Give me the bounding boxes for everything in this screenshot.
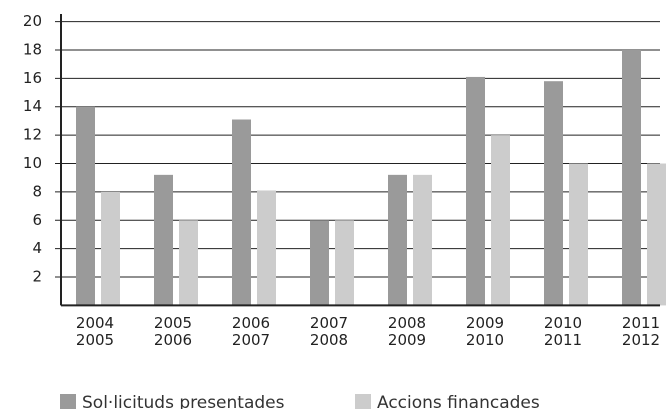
y-tick-label: 4 <box>32 239 42 257</box>
y-tick-label: 8 <box>32 182 42 200</box>
bar <box>154 174 173 306</box>
y-tick-label: 2 <box>32 268 42 286</box>
bar <box>647 163 666 306</box>
y-tick-label: 16 <box>23 69 42 87</box>
bar <box>310 220 329 306</box>
legend-swatch <box>60 394 76 409</box>
bar <box>335 220 354 306</box>
x-tick-label: 2009 2010 <box>466 314 504 349</box>
bar <box>466 76 485 306</box>
bar <box>179 220 198 306</box>
legend-text: Accions financades <box>377 393 540 409</box>
y-tick-label: 12 <box>23 126 42 144</box>
legend-swatch <box>355 394 371 409</box>
y-tick-label: 18 <box>23 40 42 58</box>
bar <box>491 135 510 306</box>
y-tick-label: 20 <box>23 12 42 30</box>
y-tick-label: 10 <box>23 154 42 172</box>
x-tick-label: 2004 2005 <box>76 314 114 349</box>
bar <box>101 191 120 306</box>
y-tick-label: 14 <box>23 97 42 115</box>
bar <box>388 174 407 306</box>
legend-text: Sol·licituds presentades <box>82 393 285 409</box>
x-tick-label: 2008 2009 <box>388 314 426 349</box>
y-tick-label: 6 <box>32 211 42 229</box>
x-tick-label: 2005 2006 <box>154 314 192 349</box>
x-tick-label: 2007 2008 <box>310 314 348 349</box>
bar <box>622 49 641 306</box>
bar <box>569 163 588 306</box>
x-tick-label: 2010 2011 <box>544 314 582 349</box>
bar <box>413 174 432 306</box>
bar <box>544 81 563 306</box>
bar <box>257 190 276 306</box>
bar <box>76 106 95 306</box>
bar <box>232 119 251 306</box>
x-tick-label: 2011 2012 <box>622 314 660 349</box>
x-tick-label: 2006 2007 <box>232 314 270 349</box>
